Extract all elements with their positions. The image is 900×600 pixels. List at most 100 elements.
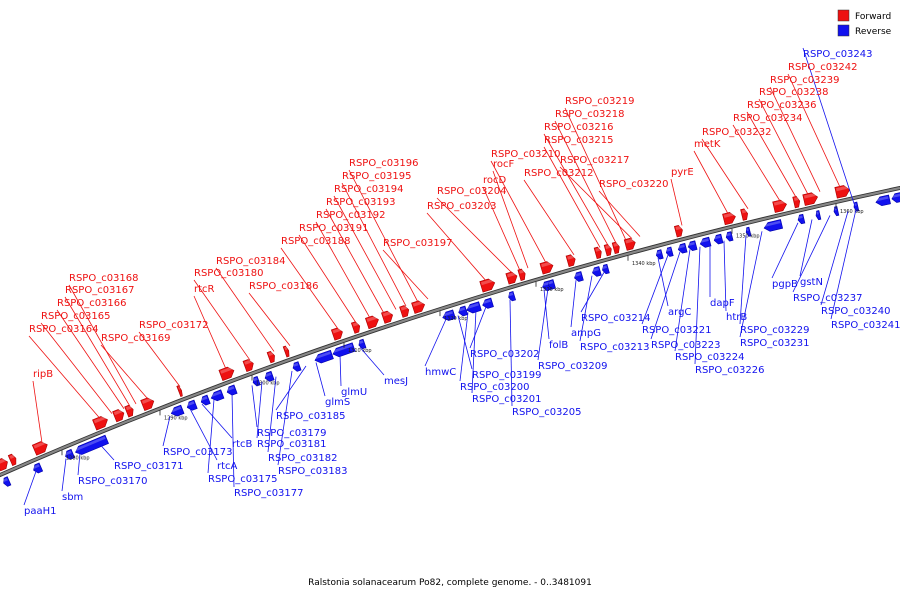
forward-leader-line xyxy=(543,146,601,248)
forward-gene-label: RSPO_c03169 xyxy=(101,333,171,344)
reverse-gene xyxy=(699,236,712,248)
forward-legend-item: Forward xyxy=(837,9,891,22)
forward-leader-line xyxy=(543,133,609,246)
forward-gene xyxy=(0,458,8,472)
reverse-leader-line xyxy=(267,376,277,453)
reverse-leader-line xyxy=(802,47,857,210)
forward-leader-line xyxy=(40,322,113,414)
forward-gene-label: rtcR xyxy=(194,284,215,295)
forward-leader-line xyxy=(382,249,429,300)
reverse-gene xyxy=(508,290,517,302)
forward-gene xyxy=(722,212,736,226)
forward-gene xyxy=(834,185,851,199)
forward-gene xyxy=(539,261,554,275)
reverse-gene-label: gstN xyxy=(800,277,823,288)
forward-gene xyxy=(593,246,602,260)
scale-tick: 1300 kbp xyxy=(251,375,280,386)
reverse-gene xyxy=(75,434,109,455)
reverse-gene xyxy=(875,194,891,207)
forward-leader-line xyxy=(56,309,125,409)
reverse-gene xyxy=(548,279,556,290)
reverse-gene xyxy=(200,394,211,406)
reverse-gene-label: folB xyxy=(549,340,568,351)
forward-gene xyxy=(802,192,818,206)
reverse-gene-label: dapF xyxy=(710,298,735,309)
forward-gene xyxy=(517,268,526,281)
reverse-gene-label: RSPO_c03223 xyxy=(651,340,721,351)
reverse-gene-label: rtcB xyxy=(232,439,253,450)
forward-leader-line xyxy=(298,234,357,323)
backbone-line xyxy=(0,186,900,477)
forward-leader-line xyxy=(28,335,101,419)
forward-leader-line xyxy=(32,380,43,443)
reverse-gene-label: sbm xyxy=(62,492,83,503)
forward-gene-label: rocF xyxy=(493,159,515,170)
forward-gene-label: RSPO_c03239 xyxy=(770,75,840,86)
reverse-leader-line xyxy=(457,315,473,370)
reverse-gene xyxy=(332,342,356,358)
reverse-leader-line xyxy=(251,385,258,428)
forward-gene-label: RSPO_c03238 xyxy=(759,87,829,98)
reverse-gene xyxy=(482,297,494,309)
forward-leader-line xyxy=(492,170,529,269)
forward-gene-label: RSPO_c03242 xyxy=(788,62,858,73)
scale-tick-label: 1320 kbp xyxy=(444,316,468,322)
scale-tick-label: 1350 kbp xyxy=(736,234,760,240)
reverse-gene-label: rtcA xyxy=(217,461,238,472)
reverse-leader-line xyxy=(275,365,307,411)
reverse-gene-label: RSPO_c03240 xyxy=(821,306,891,317)
forward-leader-line xyxy=(248,292,291,346)
reverse-gene xyxy=(33,462,44,474)
reverse-leader-line xyxy=(359,347,385,376)
reverse-gene xyxy=(891,192,900,203)
scale-tick-label: 1280 kbp xyxy=(66,455,90,461)
forward-leader-line xyxy=(746,111,797,198)
reverse-leader-line xyxy=(256,381,263,439)
forward-leader-line xyxy=(100,344,149,400)
forward-gene-label: RSPO_c03184 xyxy=(216,256,286,267)
reverse-leader-line xyxy=(61,458,67,492)
forward-gene xyxy=(623,237,636,251)
forward-leader-line xyxy=(64,296,131,407)
forward-leader-line xyxy=(193,279,251,361)
reverse-gene-label: RSPO_c03201 xyxy=(472,394,542,405)
forward-gene-label: RSPO_c03216 xyxy=(544,122,614,133)
forward-gene-label: RSPO_c03195 xyxy=(342,171,412,182)
forward-leader-line xyxy=(598,190,641,237)
forward-gene-label: RSPO_c03172 xyxy=(139,320,209,331)
scale-tick: 1350 kbp xyxy=(731,228,760,240)
forward-leader-line xyxy=(490,160,547,264)
forward-gene-label: RSPO_c03234 xyxy=(733,113,803,124)
forward-leader-line xyxy=(758,98,809,195)
reverse-gene-label: pgpB xyxy=(772,279,798,290)
reverse-leader-line xyxy=(424,319,447,367)
reverse-leader-line xyxy=(277,370,293,466)
reverse-gene xyxy=(687,240,698,251)
forward-gene-label: RSPO_c03165 xyxy=(41,311,111,322)
forward-leader-line xyxy=(333,195,397,310)
reverse-leader-line xyxy=(162,416,171,447)
reverse-leader-line xyxy=(459,312,469,382)
reverse-gene xyxy=(677,242,688,254)
scale-tick-label: 1300 kbp xyxy=(256,380,280,386)
reverse-gene xyxy=(602,263,610,275)
forward-gene xyxy=(112,409,125,423)
forward-gene xyxy=(218,366,235,381)
reverse-gene-label: RSPO_c03173 xyxy=(163,447,233,458)
forward-leader-line xyxy=(564,107,627,241)
reverse-gene xyxy=(252,375,261,387)
reverse-gene xyxy=(3,476,12,487)
reverse-leader-line xyxy=(579,275,593,342)
reverse-gene xyxy=(186,399,198,411)
reverse-gene-label: RSPO_c03183 xyxy=(278,466,348,477)
forward-gene-label: RSPO_c03192 xyxy=(316,210,386,221)
forward-leader-line xyxy=(215,267,275,352)
reverse-gene-label: RSPO_c03199 xyxy=(472,370,542,381)
scale-tick: 1310 kbp xyxy=(343,342,372,354)
reverse-gene-label: RSPO_c03231 xyxy=(740,338,810,349)
forward-gene xyxy=(176,385,183,397)
forward-gene-label: RSPO_c03168 xyxy=(69,273,139,284)
genome-backbone xyxy=(0,186,900,477)
forward-gene xyxy=(411,300,426,314)
reverse-leader-line xyxy=(674,249,691,352)
